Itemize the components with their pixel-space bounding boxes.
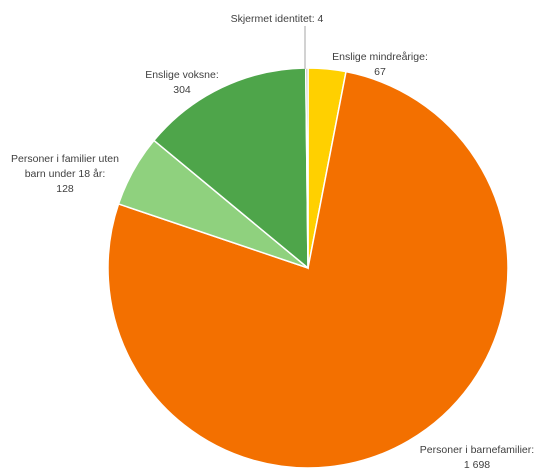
value-familier-uten-barn: 128 xyxy=(56,183,74,195)
label-familier-uten-barn-line2: barn under 18 år: xyxy=(25,168,106,180)
label-enslige-voksne: Enslige voksne: xyxy=(145,69,219,81)
label-enslige-mindrearige: Enslige mindreårige: xyxy=(332,51,428,63)
pie-slice-personer-i-barnefamilier xyxy=(107,70,509,469)
pie-slice-skjermet-identitet xyxy=(304,67,309,269)
pie-slice-enslige-voksne xyxy=(152,67,309,270)
value-barnefamilier: 1 698 xyxy=(464,459,490,470)
label-barnefamilier: Personer i barnefamilier: xyxy=(420,444,534,456)
label-skjermet-identitet: Skjermet identitet: 4 xyxy=(231,13,324,25)
pie-slices xyxy=(107,67,509,469)
value-enslige-mindrearige: 67 xyxy=(374,66,386,78)
label-familier-uten-barn-line1: Personer i familier uten xyxy=(11,153,119,165)
value-enslige-voksne: 304 xyxy=(173,84,191,96)
